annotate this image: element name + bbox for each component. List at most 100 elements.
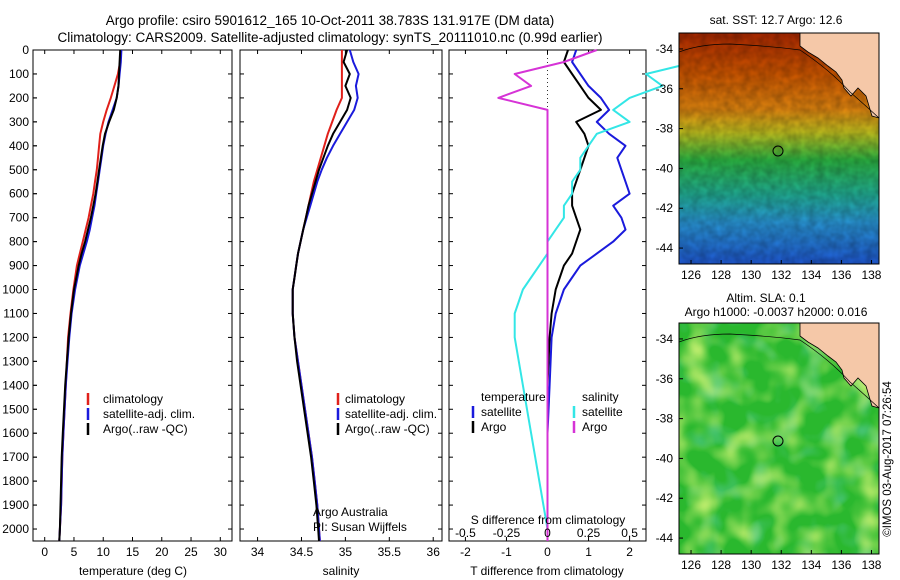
lon-tick-label: 138	[861, 268, 881, 282]
x-tick-label: 10	[97, 545, 111, 559]
legend-climatology: climatology	[345, 392, 405, 406]
lon-tick-label: 136	[831, 558, 851, 572]
lon-tick-label: 130	[741, 558, 761, 572]
depth-tick-label: 100	[9, 67, 29, 81]
x-tick-label: 34	[251, 545, 265, 559]
s-difference-tick-label: 0	[544, 526, 551, 540]
series-line-salinity-argo	[497, 49, 598, 541]
depth-tick-label: 1100	[3, 306, 29, 320]
depth-tick-label: 300	[9, 115, 29, 129]
series-line-salinity-satellite	[513, 49, 697, 541]
sla-argo-position-marker	[772, 435, 784, 447]
legend-s-satellite: satellite	[582, 405, 623, 419]
series-line-temperature-satellite	[546, 49, 631, 541]
depth-tick-label: 200	[9, 91, 29, 105]
temperature-profile-plot: 0 5 10 15 20 25 30	[41, 49, 227, 559]
figure-title-line1: Argo profile: csiro 5901612_165 10-Oct-2…	[106, 13, 555, 28]
legend-argo: Argo(..raw -QC)	[345, 422, 430, 436]
lat-tick-label: -44	[656, 531, 674, 545]
x-tick-label: 34.5	[290, 545, 314, 559]
sst-map	[679, 33, 879, 264]
lat-tick-label: -34	[656, 42, 674, 56]
sla-map-subtitle: Argo h1000: -0.0037 h2000: 0.016	[685, 305, 868, 319]
x-tick-label: 35.5	[378, 545, 402, 559]
lon-tick-label: 126	[681, 268, 701, 282]
lon-tick-label: 128	[711, 558, 731, 572]
sla-map-title: Altim. SLA: 0.1	[726, 291, 806, 305]
x-tick-label: 0	[41, 545, 48, 559]
copyright-stamp: ©IMOS 03-Aug-2017 07:26:54	[882, 381, 894, 537]
series-line-climatology	[291, 50, 343, 542]
depth-tick-label: 1800	[2, 474, 29, 488]
x-tick-label: 1	[585, 545, 592, 559]
lon-tick-label: 128	[711, 268, 731, 282]
legend-t-satellite: satellite	[481, 405, 522, 419]
x-tick-label: 36	[427, 545, 441, 559]
sst-shelf-contour	[679, 43, 879, 119]
salinity-panel-frame	[239, 49, 443, 542]
x-tick-label: 5	[71, 545, 78, 559]
depth-axis: 0 100 200 300 400 500 600 700 800 900 1000 1100 1200…	[2, 43, 646, 536]
sla-shelf-contour	[679, 333, 879, 409]
s-difference-axis-label: S difference from climatology	[471, 513, 626, 527]
series-line-satellite-adj-clim	[58, 49, 123, 542]
legend-argo: Argo(..raw -QC)	[103, 422, 188, 436]
annotation-pi: PI: Susan Wijffels	[313, 520, 407, 534]
sla-land-australia	[799, 323, 879, 409]
depth-tick-label: 1700	[2, 450, 29, 464]
annotation-institution: Argo Australia	[313, 505, 388, 519]
salinity-legend: climatology satellite-adj. clim. Argo(..…	[313, 392, 437, 534]
sst-argo-position-marker	[772, 145, 784, 157]
legend-climatology: climatology	[103, 392, 163, 406]
lat-tick-label: -38	[656, 122, 674, 136]
depth-tick-label: 400	[9, 139, 29, 153]
series-line-satellite-adj-clim	[291, 49, 360, 542]
lat-tick-label: -36	[656, 372, 674, 386]
lon-tick-label: 126	[681, 558, 701, 572]
depth-tick-label: 1400	[2, 378, 29, 392]
x-tick-label: 20	[155, 545, 169, 559]
legend-satellite: satellite-adj. clim.	[345, 407, 437, 421]
legend-header-salinity: salinity	[582, 390, 619, 404]
depth-tick-label: 800	[9, 235, 29, 249]
sst-map-axes: 126 128 130 132 134 136 138 -34 -36 -38 -40 -42 -44	[656, 42, 882, 282]
s-difference-tick-label: -0.5	[455, 526, 476, 540]
legend-satellite: satellite-adj. clim.	[103, 407, 195, 421]
lat-tick-label: -38	[656, 412, 674, 426]
lat-tick-label: -36	[656, 82, 674, 96]
sst-land-australia	[799, 33, 879, 119]
lon-tick-label: 134	[801, 558, 821, 572]
lon-tick-label: 130	[741, 268, 761, 282]
legend-s-argo: Argo	[582, 420, 608, 434]
series-line-argo-raw-qc	[58, 49, 122, 542]
depth-tick-label: 700	[9, 211, 29, 225]
lon-tick-label: 132	[771, 558, 791, 572]
series-line-temperature-argo	[546, 49, 602, 541]
sst-map-title: sat. SST: 12.7 Argo: 12.6	[710, 13, 843, 27]
x-tick-label: 35	[339, 545, 353, 559]
depth-tick-label: 1600	[2, 426, 29, 440]
lat-tick-label: -34	[656, 332, 674, 346]
x-tick-label: 15	[126, 545, 140, 559]
difference-profile-plot: -2 -1 0 1 2 -0.5 -0.25 0 0.25 0.5	[455, 49, 697, 559]
legend-header-temperature: temperature	[481, 390, 546, 404]
depth-tick-label: 900	[9, 259, 29, 273]
lat-tick-label: -40	[656, 451, 674, 465]
sla-map	[679, 323, 879, 554]
depth-tick-label: 1000	[2, 283, 29, 297]
depth-tick-label: 2000	[2, 522, 29, 536]
s-difference-tick-label: 0.25	[577, 526, 601, 540]
temperature-legend: climatology satellite-adj. clim. Argo(..…	[86, 392, 195, 436]
s-difference-tick-label: -0.25	[493, 526, 521, 540]
lon-tick-label: 138	[861, 558, 881, 572]
series-line-argo-raw-qc	[291, 49, 352, 542]
x-tick-label: 2	[626, 545, 633, 559]
lon-tick-label: 132	[771, 268, 791, 282]
sla-map-axes: 126 128 130 132 134 136 138 -34 -36 -38 -40 -42 -44	[656, 332, 882, 572]
lat-tick-label: -42	[656, 201, 674, 215]
sla-map-frame	[678, 322, 880, 555]
lat-tick-label: -42	[656, 491, 674, 505]
depth-tick-label: 1900	[2, 498, 29, 512]
difference-legend: temperature salinity satellite Argo sate…	[471, 390, 623, 434]
t-difference-axis-label: T difference from climatology	[470, 564, 624, 578]
